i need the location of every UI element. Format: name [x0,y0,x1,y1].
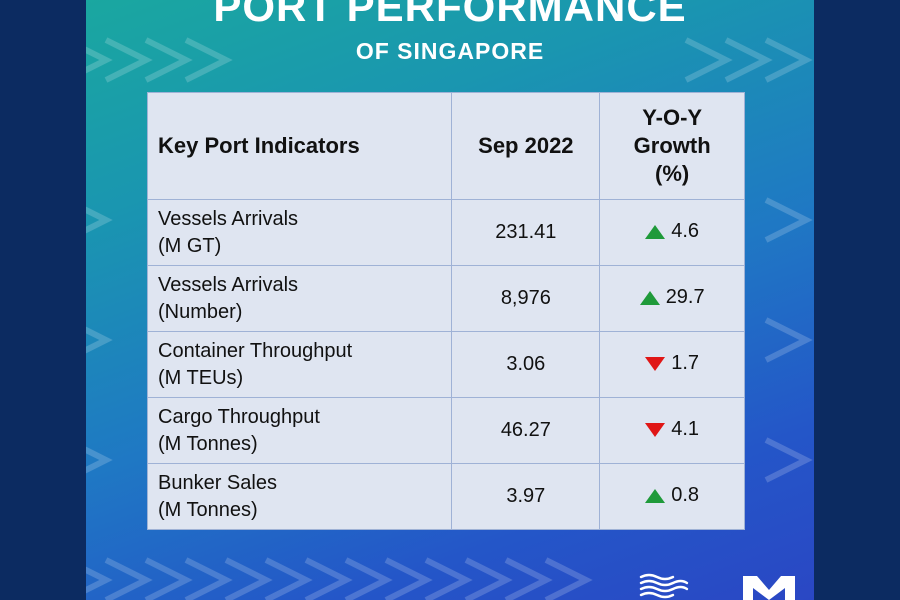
indicator-unit: (M Tonnes) [158,432,258,455]
mpa-waves-logo [639,573,689,599]
chevron-pattern-background [86,37,813,600]
indicator-name: Container Throughput [158,339,353,362]
left-margin-panel [0,0,86,600]
growth-value: 4.1 [671,418,700,441]
poster-subtitle: OF SINGAPORE [355,38,545,64]
header-key-port-indicators: Key Port Indicators [146,92,453,200]
table-header-row: Key Port Indicators Sep 2022 Y-O-Y Growt… [146,92,745,200]
header-sep-2022: Sep 2022 [451,92,601,200]
value-cell: 3.97 [451,463,601,530]
table-row: Vessels Arrivals (Number) 8,976 29.7 [146,265,745,332]
indicator-unit: (Number) [158,300,243,323]
table-row: Container Throughput (M TEUs) 3.06 1.7 [146,331,745,398]
poster-title: PORT PERFORMANCE [213,0,687,30]
growth-value: 4.6 [671,220,700,243]
triangle-down-icon [645,422,666,437]
growth-value: 0.8 [671,484,700,507]
indicator-unit: (M GT) [158,234,222,257]
header-growth-line-3: (%) [655,161,690,186]
header-growth-line-2: Growth [633,133,711,158]
header-yoy-growth: Y-O-Y Growth (%) [599,92,745,200]
growth-value: 29.7 [665,286,705,309]
value-cell: 46.27 [451,397,601,464]
triangle-up-icon [645,488,666,503]
key-port-indicators-table: Key Port Indicators Sep 2022 Y-O-Y Growt… [146,92,745,530]
growth-cell: 29.7 [599,265,745,332]
value-cell: 8,976 [451,265,601,332]
mpa-m-logo [743,576,795,600]
triangle-up-icon [645,224,666,239]
value-cell: 3.06 [451,331,601,398]
growth-cell: 4.6 [599,199,745,266]
table-row: Bunker Sales (M Tonnes) 3.97 0.8 [146,463,745,530]
indicator-unit: (M TEUs) [158,366,244,389]
indicator-name: Cargo Throughput [158,405,320,428]
indicator-cell: Container Throughput (M TEUs) [146,331,453,398]
growth-cell: 1.7 [599,331,745,398]
value-cell: 231.41 [451,199,601,266]
indicator-unit: (M Tonnes) [158,498,258,521]
infographic-poster: PORT PERFORMANCE OF SINGAPORE Key Port I… [86,0,814,600]
header-growth-line-1: Y-O-Y [642,105,703,130]
growth-cell: 0.8 [599,463,745,530]
growth-cell: 4.1 [599,397,745,464]
indicator-name: Vessels Arrivals [158,273,299,296]
indicator-cell: Bunker Sales (M Tonnes) [146,463,453,530]
table-row: Cargo Throughput (M Tonnes) 46.27 4.1 [146,397,745,464]
table-row: Vessels Arrivals (M GT) 231.41 4.6 [146,199,745,266]
growth-value: 1.7 [671,352,700,375]
triangle-down-icon [645,356,666,371]
indicator-cell: Vessels Arrivals (M GT) [146,199,453,266]
indicator-cell: Vessels Arrivals (Number) [146,265,453,332]
indicator-name: Bunker Sales [158,471,277,494]
right-margin-panel [814,0,900,600]
indicator-cell: Cargo Throughput (M Tonnes) [146,397,453,464]
triangle-up-icon [639,290,660,305]
indicator-name: Vessels Arrivals [158,207,299,230]
